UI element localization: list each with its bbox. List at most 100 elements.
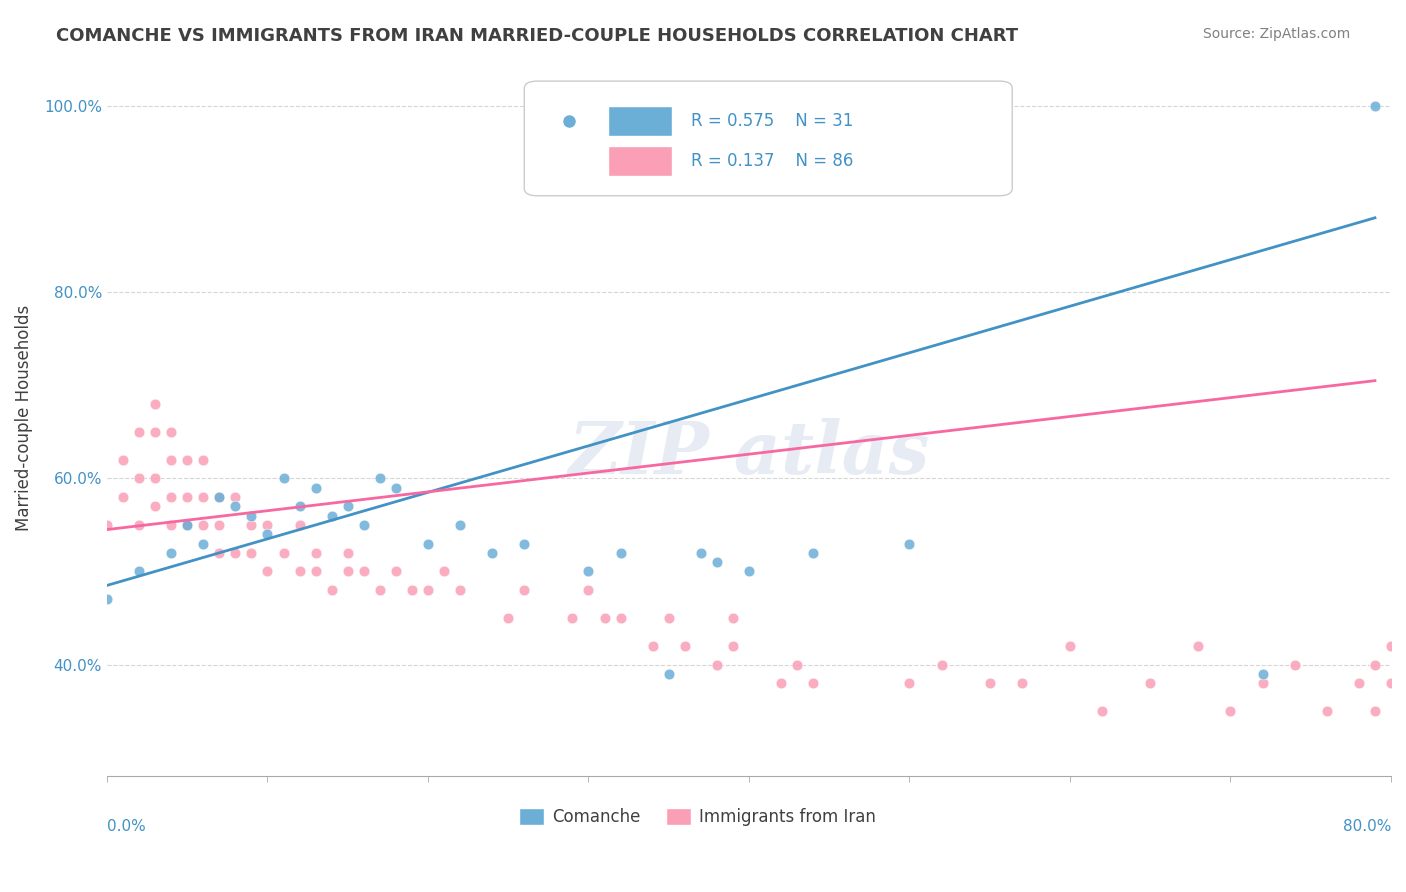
- Point: [609, 546, 631, 560]
- Point: [111, 452, 134, 467]
- Point: [160, 490, 183, 504]
- Point: [449, 517, 471, 532]
- Point: [706, 555, 728, 569]
- Point: [240, 517, 263, 532]
- Point: [143, 425, 166, 439]
- Point: [353, 565, 375, 579]
- Point: [304, 546, 326, 560]
- Point: [256, 565, 278, 579]
- Point: [1364, 99, 1386, 113]
- Point: [128, 425, 150, 439]
- Point: [496, 611, 519, 625]
- Point: [193, 536, 215, 550]
- Text: 0.0%: 0.0%: [107, 819, 146, 834]
- Point: [1379, 639, 1402, 653]
- Point: [353, 517, 375, 532]
- Point: [304, 481, 326, 495]
- Point: [160, 517, 183, 532]
- Point: [176, 517, 198, 532]
- Point: [898, 536, 921, 550]
- Point: [1379, 676, 1402, 690]
- Point: [1219, 704, 1241, 718]
- Text: R = 0.575    N = 31: R = 0.575 N = 31: [692, 112, 853, 129]
- Point: [176, 517, 198, 532]
- Point: [801, 676, 824, 690]
- Point: [979, 676, 1001, 690]
- Point: [208, 546, 231, 560]
- Point: [1187, 639, 1209, 653]
- Point: [689, 546, 711, 560]
- Point: [931, 657, 953, 672]
- Point: [321, 508, 343, 523]
- Point: [770, 676, 793, 690]
- Point: [658, 611, 681, 625]
- Point: [1284, 657, 1306, 672]
- Y-axis label: Married-couple Households: Married-couple Households: [15, 305, 32, 531]
- Point: [143, 471, 166, 485]
- Point: [368, 471, 391, 485]
- Point: [609, 611, 631, 625]
- Point: [513, 536, 536, 550]
- Point: [385, 481, 408, 495]
- Point: [256, 527, 278, 541]
- Point: [336, 546, 359, 560]
- Point: [193, 490, 215, 504]
- Point: [208, 490, 231, 504]
- Point: [721, 639, 744, 653]
- Point: [658, 666, 681, 681]
- Point: [1139, 676, 1161, 690]
- Point: [593, 611, 616, 625]
- Point: [193, 517, 215, 532]
- Point: [176, 490, 198, 504]
- Point: [721, 611, 744, 625]
- Point: [1364, 657, 1386, 672]
- Point: [786, 657, 808, 672]
- Point: [240, 508, 263, 523]
- Point: [801, 546, 824, 560]
- Point: [1364, 704, 1386, 718]
- Point: [224, 490, 246, 504]
- Legend: Comanche, Immigrants from Iran: Comanche, Immigrants from Iran: [513, 801, 883, 832]
- Point: [401, 583, 423, 598]
- Point: [208, 517, 231, 532]
- Point: [1251, 676, 1274, 690]
- Text: ZIP atlas: ZIP atlas: [568, 418, 929, 489]
- Point: [240, 546, 263, 560]
- Text: Source: ZipAtlas.com: Source: ZipAtlas.com: [1202, 27, 1350, 41]
- Point: [368, 583, 391, 598]
- Point: [128, 565, 150, 579]
- Point: [1348, 676, 1371, 690]
- Point: [641, 639, 664, 653]
- Point: [111, 490, 134, 504]
- Point: [1251, 666, 1274, 681]
- Point: [143, 500, 166, 514]
- Point: [160, 425, 183, 439]
- Point: [288, 500, 311, 514]
- Point: [578, 583, 600, 598]
- Point: [224, 546, 246, 560]
- Text: 80.0%: 80.0%: [1343, 819, 1391, 834]
- Point: [1011, 676, 1033, 690]
- Point: [224, 500, 246, 514]
- Point: [578, 565, 600, 579]
- Point: [160, 452, 183, 467]
- Point: [416, 536, 439, 550]
- Point: [288, 565, 311, 579]
- Point: [321, 583, 343, 598]
- Point: [1059, 639, 1081, 653]
- Point: [513, 583, 536, 598]
- Point: [561, 611, 583, 625]
- Point: [273, 546, 295, 560]
- Point: [143, 397, 166, 411]
- Point: [673, 639, 696, 653]
- Point: [336, 500, 359, 514]
- Point: [176, 452, 198, 467]
- Point: [706, 657, 728, 672]
- Point: [1396, 676, 1406, 690]
- Point: [160, 546, 183, 560]
- Text: R = 0.137    N = 86: R = 0.137 N = 86: [692, 153, 853, 170]
- Point: [898, 676, 921, 690]
- Point: [1091, 704, 1114, 718]
- Point: [96, 517, 118, 532]
- Point: [193, 452, 215, 467]
